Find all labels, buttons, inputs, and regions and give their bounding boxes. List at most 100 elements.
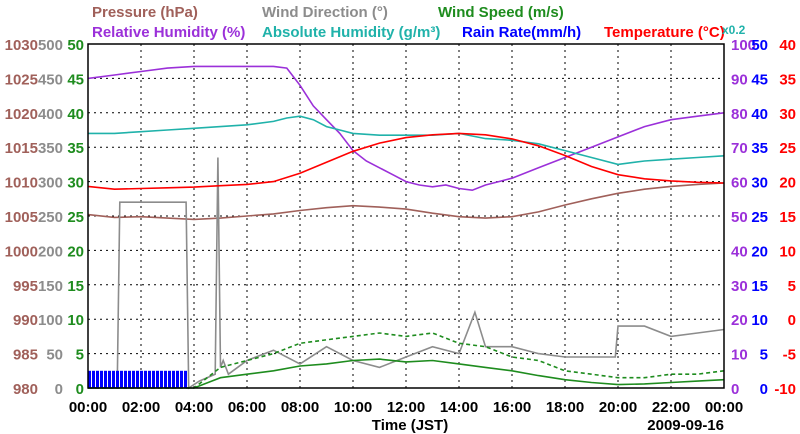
wind-direction-tick-label: 350 (38, 140, 63, 157)
rain-rate-bar (116, 370, 119, 388)
relative-humidity-line (87, 65, 725, 192)
pressure-tick-label: 1005 (5, 209, 38, 226)
pressure-tick-label: 985 (13, 347, 38, 364)
rain-rate-bar (124, 370, 127, 388)
relative-humidity-tick-label: 70 (731, 140, 748, 157)
temperature-tick-label: 40 (779, 37, 796, 54)
x-tick-label: 20:00 (599, 399, 637, 416)
rain-rate-tick-label: 5 (760, 347, 768, 364)
rain-rate-bar (92, 370, 95, 388)
legend-entry: Wind Direction (°) (262, 4, 388, 21)
wind-direction-line (88, 157, 725, 390)
temperature-tick-label: 10 (779, 243, 796, 260)
wind-speed-tick-label: 0 (76, 381, 84, 398)
wind-direction-tick-label: 150 (38, 278, 63, 295)
legend-entry: Relative Humidity (%) (92, 24, 245, 41)
wind-speed-tick-label: 5 (76, 347, 84, 364)
wind-speed-tick-label: 25 (67, 209, 84, 226)
rain-rate-tick-label: 0 (760, 381, 768, 398)
rain-rate-tick-label: 35 (751, 140, 768, 157)
wind-direction-tick-label: 100 (38, 312, 63, 329)
rain-rate-bar (168, 370, 171, 388)
relative-humidity-tick-label: 40 (731, 243, 748, 260)
temperature-tick-label: -10 (774, 381, 796, 398)
temperature-line (87, 132, 725, 191)
wind-direction-tick-label: 250 (38, 209, 63, 226)
x-tick-label: 02:00 (122, 399, 160, 416)
rain-rate-bar (144, 370, 147, 388)
wind-speed-tick-label: 40 (67, 106, 84, 123)
wind-speed-tick-label: 10 (67, 312, 84, 329)
rain-rate-bar (184, 370, 187, 388)
rain-rate-tick-label: 40 (751, 106, 768, 123)
pressure-tick-label: 995 (13, 278, 38, 295)
wind-direction-tick-label: 50 (46, 347, 63, 364)
pressure-tick-label: 1000 (5, 243, 38, 260)
relative-humidity-tick-label: 20 (731, 312, 748, 329)
relative-humidity-tick-label: 0 (731, 381, 739, 398)
legend: Pressure (hPa) Wind Direction (°) Wind Spe… (92, 4, 725, 41)
legend-entry: Wind Speed (m/s) (438, 4, 564, 21)
rain-rate-bar (120, 370, 123, 388)
pressure-tick-label: 1020 (5, 106, 38, 123)
relative-humidity-tick-label: 50 (731, 209, 748, 226)
pressure-tick-label: 1010 (5, 175, 38, 192)
wind-gust-line (88, 332, 725, 389)
rain-rate-bar (172, 370, 175, 388)
rain-rate-bar (176, 370, 179, 388)
x-tick-label: 00:00 (69, 399, 107, 416)
temperature-tick-label: 15 (779, 209, 796, 226)
temperature-tick-label: -5 (783, 347, 796, 364)
temperature-tick-label: 30 (779, 106, 796, 123)
rain-rate-bar (88, 370, 91, 388)
rain-rate-tick-label: 10 (751, 312, 768, 329)
rain-rate-tick-label: 25 (751, 209, 768, 226)
relative-humidity-tick-label: 10 (731, 347, 748, 364)
wind-speed-tick-label: 15 (67, 278, 84, 295)
rain-rate-tick-label: 30 (751, 175, 768, 192)
x-tick-label: 22:00 (652, 399, 690, 416)
rain-rate-bar (128, 370, 131, 388)
pressure-tick-label: 1025 (5, 71, 38, 88)
rain-rate-bar (156, 370, 159, 388)
temperature-tick-label: 35 (779, 71, 796, 88)
absolute-humidity-line (88, 115, 725, 166)
date-label: 2009-09-16 (647, 417, 724, 434)
temperature-tick-label: 5 (788, 278, 796, 295)
temperature-tick-label: 0 (788, 312, 796, 329)
rain-rate-tick-label: 45 (751, 71, 768, 88)
relative-humidity-tick-label: 90 (731, 71, 748, 88)
x-tick-label: 06:00 (228, 399, 266, 416)
relative-humidity-tick-label: 100 (731, 37, 756, 54)
pressure-tick-label: 1030 (5, 37, 38, 54)
wind-speed-tick-label: 30 (67, 175, 84, 192)
rain-rate-bar (180, 370, 183, 388)
x-tick-label: 04:00 (175, 399, 213, 416)
rain-rate-bar (164, 370, 167, 388)
wind-speed-line (88, 358, 725, 389)
x-tick-label: 08:00 (281, 399, 319, 416)
rain-rate-bar (96, 370, 99, 388)
wind-direction-tick-label: 450 (38, 71, 63, 88)
plot-series (87, 65, 725, 390)
wind-speed-tick-label: 20 (67, 243, 84, 260)
rain-rate-tick-label: 50 (751, 37, 768, 54)
rain-rate-tick-label: 15 (751, 278, 768, 295)
temperature-tick-label: 25 (779, 140, 796, 157)
relative-humidity-tick-label: 80 (731, 106, 748, 123)
rain-rate-bar (112, 370, 115, 388)
x-tick-label: 18:00 (546, 399, 584, 416)
x-tick-label: 00:00 (705, 399, 743, 416)
rain-rate-bar (136, 370, 139, 388)
left-axes: 1030102510201015101010051000995990985980… (5, 37, 84, 398)
x-tick-label: 14:00 (440, 399, 478, 416)
rain-rate-bar (140, 370, 143, 388)
wind-direction-tick-label: 0 (55, 381, 63, 398)
wind-speed-tick-label: 35 (67, 140, 84, 157)
pressure-tick-label: 980 (13, 381, 38, 398)
x-tick-label: 10:00 (334, 399, 372, 416)
rain-rate-bar (152, 370, 155, 388)
rain-rate-bar (132, 370, 135, 388)
